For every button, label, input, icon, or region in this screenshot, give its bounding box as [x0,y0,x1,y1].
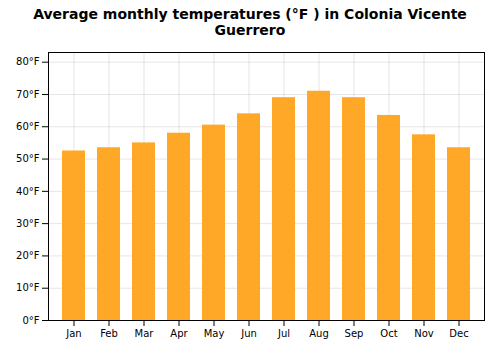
html-text:Average monthly temperatures (: Average monthly temperatures (°F ) in Co… [33,6,467,38]
svg-text:0°F: 0°F [22,315,39,326]
svg-text:20°F: 20°F [16,250,40,261]
svg-text:Aug: Aug [309,328,329,339]
svg-text:May: May [204,328,225,339]
svg-text:30°F: 30°F [16,218,40,229]
svg-text:50°F: 50°F [16,153,40,164]
svg-text:Dec: Dec [449,328,468,339]
svg-text:80°F: 80°F [16,56,40,67]
svg-text:70°F: 70°F [16,89,40,100]
svg-text:Oct: Oct [380,328,397,339]
svg-text:Mar: Mar [135,328,155,339]
svg-text:Jul: Jul [277,328,290,339]
svg-text:Apr: Apr [170,328,188,339]
svg-text:Sep: Sep [345,328,364,339]
svg-text:Jan: Jan [65,328,81,339]
svg-text:Feb: Feb [100,328,118,339]
svg-text:Jun: Jun [240,328,257,339]
svg-text:Nov: Nov [414,328,434,339]
svg-text:40°F: 40°F [16,186,40,197]
svg-text:60°F: 60°F [16,121,40,132]
svg-text:10°F: 10°F [16,282,40,293]
